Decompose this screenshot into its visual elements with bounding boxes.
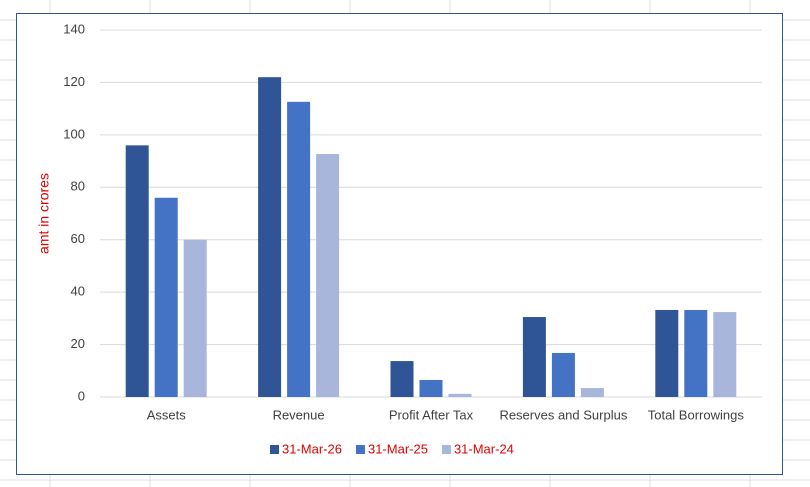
bar: [316, 153, 340, 397]
bar: [287, 101, 311, 397]
y-tick-label: 20: [71, 336, 85, 351]
bar: [125, 145, 149, 397]
y-tick-label: 0: [78, 388, 85, 403]
x-tick-label: Revenue: [273, 407, 325, 422]
bar: [448, 393, 472, 397]
legend-label: 31-Mar-24: [454, 441, 514, 456]
y-tick-label: 100: [63, 126, 85, 141]
y-tick-label: 140: [63, 21, 85, 36]
bar: [655, 309, 679, 397]
y-axis-label: amt in crores: [36, 173, 52, 254]
y-tick-label: 40: [71, 284, 85, 299]
legend-label: 31-Mar-25: [368, 441, 428, 456]
y-tick-label: 120: [63, 74, 85, 89]
bar: [390, 361, 414, 397]
bar: [684, 309, 708, 397]
bar: [580, 388, 604, 397]
y-tick-label: 60: [71, 231, 85, 246]
legend-swatch: [355, 445, 365, 454]
bar: [258, 77, 282, 397]
legend-label: 31-Mar-26: [282, 441, 342, 456]
x-tick-label: Reserves and Surplus: [499, 407, 627, 422]
chart: 0 20 40 60 80 100 120 140 amt in crores Assets Rev…: [36, 21, 762, 456]
x-tick-label: Total Borrowings: [648, 407, 745, 422]
bar: [551, 352, 575, 397]
x-tick-label: Assets: [147, 407, 187, 422]
bar: [419, 379, 443, 397]
bar: [154, 197, 178, 397]
y-tick-label: 80: [71, 179, 85, 194]
x-tick-label: Profit After Tax: [389, 407, 474, 422]
bar: [183, 239, 207, 397]
bar: [522, 317, 546, 397]
legend-swatch: [441, 445, 451, 454]
bar: [713, 312, 737, 397]
legend-swatch: [270, 445, 279, 454]
